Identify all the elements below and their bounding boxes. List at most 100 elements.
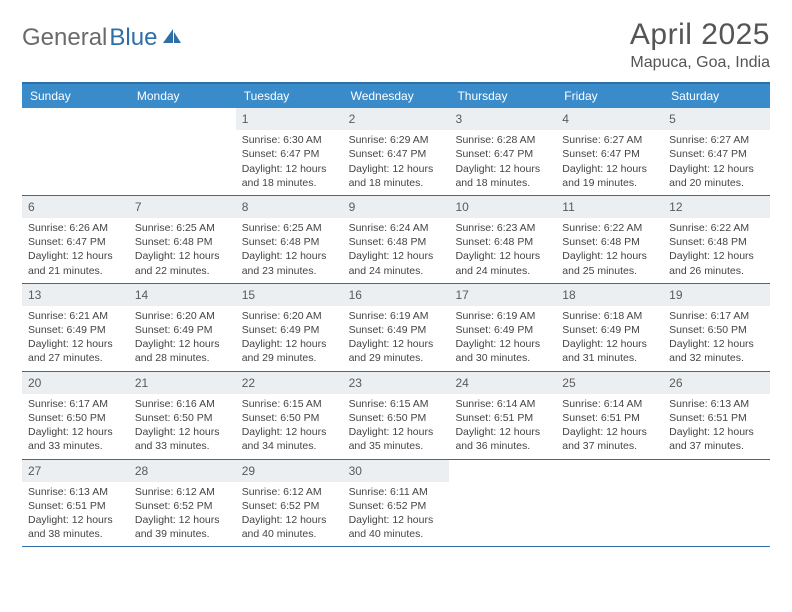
sunset-line: Sunset: 6:48 PM [349, 235, 444, 249]
day-number: 14 [129, 284, 236, 306]
day-body: Sunrise: 6:25 AMSunset: 6:48 PMDaylight:… [129, 218, 236, 283]
day-cell: 5Sunrise: 6:27 AMSunset: 6:47 PMDaylight… [663, 108, 770, 195]
sunset-line: Sunset: 6:48 PM [455, 235, 550, 249]
day-cell: 1Sunrise: 6:30 AMSunset: 6:47 PMDaylight… [236, 108, 343, 195]
day-number: 28 [129, 460, 236, 482]
sunset-line: Sunset: 6:50 PM [349, 411, 444, 425]
day-cell: .. [22, 108, 129, 195]
sunrise-line: Sunrise: 6:14 AM [455, 397, 550, 411]
weekday-header: Tuesday [236, 84, 343, 108]
day-cell: 30Sunrise: 6:11 AMSunset: 6:52 PMDayligh… [343, 460, 450, 547]
logo: GeneralBlue [22, 18, 183, 52]
daylight-line: Daylight: 12 hours and 29 minutes. [349, 337, 444, 365]
day-cell: 15Sunrise: 6:20 AMSunset: 6:49 PMDayligh… [236, 284, 343, 371]
day-cell: 29Sunrise: 6:12 AMSunset: 6:52 PMDayligh… [236, 460, 343, 547]
day-body: Sunrise: 6:17 AMSunset: 6:50 PMDaylight:… [22, 394, 129, 459]
day-cell: 25Sunrise: 6:14 AMSunset: 6:51 PMDayligh… [556, 372, 663, 459]
daylight-line: Daylight: 12 hours and 27 minutes. [28, 337, 123, 365]
sunrise-line: Sunrise: 6:30 AM [242, 133, 337, 147]
day-cell: 16Sunrise: 6:19 AMSunset: 6:49 PMDayligh… [343, 284, 450, 371]
sunset-line: Sunset: 6:49 PM [562, 323, 657, 337]
daylight-line: Daylight: 12 hours and 35 minutes. [349, 425, 444, 453]
day-cell: 18Sunrise: 6:18 AMSunset: 6:49 PMDayligh… [556, 284, 663, 371]
weekday-header: Friday [556, 84, 663, 108]
sunset-line: Sunset: 6:47 PM [349, 147, 444, 161]
day-body: Sunrise: 6:13 AMSunset: 6:51 PMDaylight:… [22, 482, 129, 547]
day-cell: 28 Sunrise: 6:12 AMSunset: 6:52 PMDayligh… [129, 460, 236, 547]
sunrise-line: Sunrise: 6:27 AM [669, 133, 764, 147]
sunset-line: Sunset: 6:49 PM [242, 323, 337, 337]
sunrise-line: Sunrise: 6:22 AM [562, 221, 657, 235]
sunrise-line: Sunrise: 6:14 AM [562, 397, 657, 411]
sail-icon [161, 24, 183, 52]
day-body: Sunrise: 6:18 AMSunset: 6:49 PMDaylight:… [556, 306, 663, 371]
daylight-line: Daylight: 12 hours and 23 minutes. [242, 249, 337, 277]
daylight-line: Daylight: 12 hours and 24 minutes. [349, 249, 444, 277]
day-cell: 8Sunrise: 6:25 AMSunset: 6:48 PMDaylight… [236, 196, 343, 283]
weekday-header: Saturday [663, 84, 770, 108]
sunrise-line: Sunrise: 6:22 AM [669, 221, 764, 235]
day-cell: 11Sunrise: 6:22 AMSunset: 6:48 PMDayligh… [556, 196, 663, 283]
day-body: Sunrise: 6:14 AMSunset: 6:51 PMDaylight:… [449, 394, 556, 459]
day-number: 5 [663, 108, 770, 130]
day-number: 10 [449, 196, 556, 218]
daylight-line: Daylight: 12 hours and 40 minutes. [349, 513, 444, 541]
daylight-line: Daylight: 12 hours and 19 minutes. [562, 162, 657, 190]
sunrise-line: Sunrise: 6:12 AM [135, 485, 230, 499]
day-number: 23 [343, 372, 450, 394]
sunrise-line: Sunrise: 6:15 AM [349, 397, 444, 411]
daylight-line: Daylight: 12 hours and 26 minutes. [669, 249, 764, 277]
day-number: 19 [663, 284, 770, 306]
day-number: 15 [236, 284, 343, 306]
day-cell: 2Sunrise: 6:29 AMSunset: 6:47 PMDaylight… [343, 108, 450, 195]
daylight-line: Daylight: 12 hours and 30 minutes. [455, 337, 550, 365]
daylight-line: Daylight: 12 hours and 18 minutes. [455, 162, 550, 190]
day-number: 30 [343, 460, 450, 482]
daylight-line: Daylight: 12 hours and 39 minutes. [135, 513, 230, 541]
day-body: Sunrise: 6:19 AMSunset: 6:49 PMDaylight:… [343, 306, 450, 371]
sunrise-line: Sunrise: 6:12 AM [242, 485, 337, 499]
month-title: April 2025 [630, 18, 770, 52]
daylight-line: Daylight: 12 hours and 21 minutes. [28, 249, 123, 277]
day-cell: 27Sunrise: 6:13 AMSunset: 6:51 PMDayligh… [22, 460, 129, 547]
sunset-line: Sunset: 6:49 PM [455, 323, 550, 337]
day-cell: 12Sunrise: 6:22 AMSunset: 6:48 PMDayligh… [663, 196, 770, 283]
day-body: Sunrise: 6:26 AMSunset: 6:47 PMDaylight:… [22, 218, 129, 283]
day-body: Sunrise: 6:12 AMSunset: 6:52 PMDaylight:… [236, 482, 343, 547]
day-number: 1 [236, 108, 343, 130]
sunset-line: Sunset: 6:52 PM [135, 499, 230, 513]
weekday-header: Thursday [449, 84, 556, 108]
day-body: Sunrise: 6:20 AMSunset: 6:49 PMDaylight:… [129, 306, 236, 371]
week-row: 13Sunrise: 6:21 AMSunset: 6:49 PMDayligh… [22, 284, 770, 372]
day-cell: 9Sunrise: 6:24 AMSunset: 6:48 PMDaylight… [343, 196, 450, 283]
day-number: 2 [343, 108, 450, 130]
daylight-line: Daylight: 12 hours and 32 minutes. [669, 337, 764, 365]
daylight-line: Daylight: 12 hours and 29 minutes. [242, 337, 337, 365]
weeks-container: ....1Sunrise: 6:30 AMSunset: 6:47 PMDayl… [22, 108, 770, 547]
day-body: Sunrise: 6:20 AMSunset: 6:49 PMDaylight:… [236, 306, 343, 371]
sunrise-line: Sunrise: 6:27 AM [562, 133, 657, 147]
weekday-header: Sunday [22, 84, 129, 108]
day-number: 22 [236, 372, 343, 394]
daylight-line: Daylight: 12 hours and 34 minutes. [242, 425, 337, 453]
location-subtitle: Mapuca, Goa, India [630, 54, 770, 72]
sunset-line: Sunset: 6:51 PM [669, 411, 764, 425]
daylight-line: Daylight: 12 hours and 22 minutes. [135, 249, 230, 277]
day-body: Sunrise: 6:16 AMSunset: 6:50 PMDaylight:… [129, 394, 236, 459]
sunset-line: Sunset: 6:51 PM [28, 499, 123, 513]
day-cell: .. [556, 460, 663, 547]
sunset-line: Sunset: 6:48 PM [135, 235, 230, 249]
day-cell: 26Sunrise: 6:13 AMSunset: 6:51 PMDayligh… [663, 372, 770, 459]
day-body: Sunrise: 6:19 AMSunset: 6:49 PMDaylight:… [449, 306, 556, 371]
sunset-line: Sunset: 6:49 PM [349, 323, 444, 337]
day-body: Sunrise: 6:27 AMSunset: 6:47 PMDaylight:… [663, 130, 770, 195]
day-cell: 24Sunrise: 6:14 AMSunset: 6:51 PMDayligh… [449, 372, 556, 459]
sunrise-line: Sunrise: 6:24 AM [349, 221, 444, 235]
daylight-line: Daylight: 12 hours and 38 minutes. [28, 513, 123, 541]
daylight-line: Daylight: 12 hours and 20 minutes. [669, 162, 764, 190]
day-cell: 6Sunrise: 6:26 AMSunset: 6:47 PMDaylight… [22, 196, 129, 283]
sunset-line: Sunset: 6:51 PM [455, 411, 550, 425]
sunset-line: Sunset: 6:47 PM [28, 235, 123, 249]
daylight-line: Daylight: 12 hours and 18 minutes. [242, 162, 337, 190]
day-body: Sunrise: 6:28 AMSunset: 6:47 PMDaylight:… [449, 130, 556, 195]
